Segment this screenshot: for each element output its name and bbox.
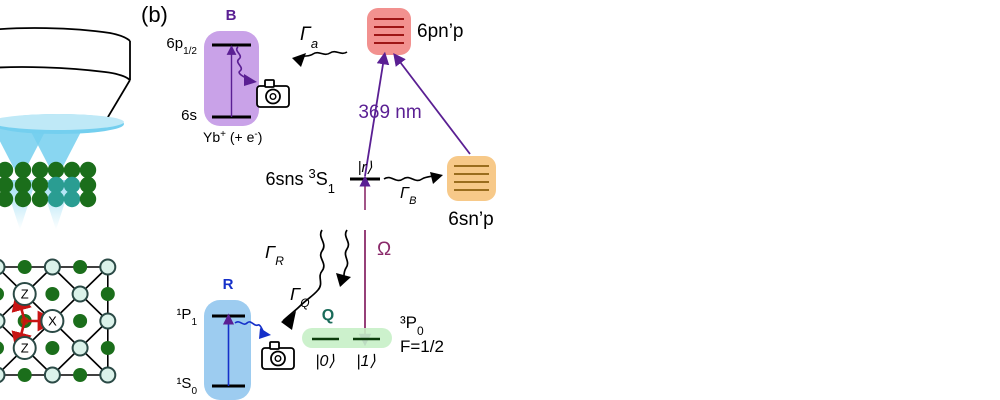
svg-text:Z: Z: [21, 287, 29, 302]
svg-text:F=1/2: F=1/2: [400, 337, 444, 356]
svg-text:|0⟩: |0⟩: [315, 353, 335, 370]
svg-text:|r⟩: |r⟩: [358, 159, 373, 176]
svg-text:6s: 6s: [181, 107, 197, 124]
svg-text:R: R: [223, 276, 234, 293]
svg-text:B: B: [226, 7, 237, 24]
svg-text:6sn’p: 6sn’p: [448, 209, 493, 230]
svg-text:|1⟩: |1⟩: [356, 353, 376, 370]
svg-text:Q: Q: [322, 307, 334, 324]
svg-text:369 nm: 369 nm: [358, 102, 421, 123]
svg-text:X: X: [48, 314, 57, 329]
svg-text:(b): (b): [141, 2, 168, 27]
svg-text:Yb+ (+ e-): Yb+ (+ e-): [203, 129, 262, 146]
svg-text:Z: Z: [21, 341, 29, 356]
svg-text:6pn’p: 6pn’p: [417, 21, 464, 42]
svg-text:Ω: Ω: [377, 239, 391, 260]
